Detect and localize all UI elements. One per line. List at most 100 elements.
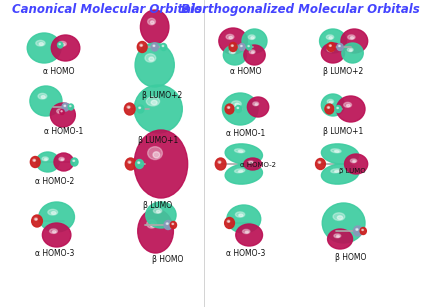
Ellipse shape [151, 43, 158, 51]
Ellipse shape [128, 161, 131, 163]
Ellipse shape [73, 160, 75, 161]
Text: β LUMO+2: β LUMO+2 [142, 91, 182, 100]
Ellipse shape [333, 213, 345, 220]
Ellipse shape [360, 227, 366, 235]
Ellipse shape [153, 208, 162, 213]
Ellipse shape [321, 43, 344, 63]
Ellipse shape [331, 149, 341, 153]
Ellipse shape [138, 162, 140, 163]
Ellipse shape [241, 45, 242, 47]
Ellipse shape [226, 34, 234, 39]
Ellipse shape [162, 45, 164, 47]
Ellipse shape [153, 152, 160, 158]
Ellipse shape [248, 35, 255, 39]
Ellipse shape [350, 37, 354, 39]
Ellipse shape [52, 231, 56, 233]
Ellipse shape [57, 109, 64, 114]
Ellipse shape [245, 231, 248, 233]
Ellipse shape [235, 169, 245, 173]
Ellipse shape [59, 157, 64, 161]
Ellipse shape [255, 103, 257, 105]
Ellipse shape [48, 209, 57, 215]
Ellipse shape [337, 216, 343, 220]
Ellipse shape [235, 149, 245, 153]
Ellipse shape [235, 106, 241, 112]
Ellipse shape [44, 158, 47, 160]
Ellipse shape [228, 221, 229, 222]
Ellipse shape [225, 217, 235, 228]
Ellipse shape [160, 44, 167, 50]
Ellipse shape [140, 44, 143, 46]
Ellipse shape [51, 103, 75, 127]
Text: α HOMO-1: α HOMO-1 [226, 129, 265, 138]
Ellipse shape [146, 202, 176, 228]
Ellipse shape [148, 147, 162, 160]
Ellipse shape [51, 212, 56, 214]
Ellipse shape [41, 95, 45, 98]
Ellipse shape [235, 212, 245, 217]
Ellipse shape [248, 97, 269, 117]
Ellipse shape [153, 45, 155, 46]
Ellipse shape [36, 152, 59, 172]
Ellipse shape [146, 97, 159, 106]
Ellipse shape [337, 44, 343, 50]
Ellipse shape [54, 153, 73, 171]
Ellipse shape [60, 110, 64, 115]
Ellipse shape [350, 159, 357, 163]
Ellipse shape [239, 214, 243, 216]
Ellipse shape [147, 220, 156, 228]
Ellipse shape [321, 164, 359, 184]
Ellipse shape [321, 144, 359, 164]
Ellipse shape [148, 18, 156, 25]
Ellipse shape [327, 229, 353, 249]
Ellipse shape [137, 105, 144, 113]
Ellipse shape [325, 104, 334, 114]
Ellipse shape [128, 107, 130, 108]
Ellipse shape [225, 164, 263, 184]
Ellipse shape [327, 99, 334, 103]
Ellipse shape [232, 45, 233, 46]
Ellipse shape [218, 161, 221, 163]
Ellipse shape [70, 106, 71, 107]
Ellipse shape [349, 49, 352, 51]
Ellipse shape [330, 45, 331, 46]
Ellipse shape [33, 159, 35, 161]
Ellipse shape [348, 35, 355, 39]
Ellipse shape [27, 33, 61, 63]
Ellipse shape [222, 93, 258, 125]
Ellipse shape [329, 37, 332, 39]
Ellipse shape [145, 54, 156, 62]
Ellipse shape [251, 51, 254, 53]
Ellipse shape [344, 102, 352, 107]
Ellipse shape [321, 94, 344, 116]
Ellipse shape [330, 101, 332, 103]
Ellipse shape [35, 219, 37, 220]
Ellipse shape [215, 158, 226, 170]
Text: α HOMO-3: α HOMO-3 [35, 249, 75, 258]
Ellipse shape [339, 45, 340, 47]
Ellipse shape [239, 44, 245, 50]
Ellipse shape [51, 35, 80, 61]
Ellipse shape [327, 42, 335, 52]
Ellipse shape [327, 107, 330, 108]
Ellipse shape [242, 29, 267, 53]
Ellipse shape [136, 160, 143, 169]
Ellipse shape [134, 130, 187, 198]
Ellipse shape [318, 161, 321, 163]
Ellipse shape [326, 35, 334, 39]
Ellipse shape [151, 100, 157, 105]
Ellipse shape [135, 43, 174, 87]
Ellipse shape [337, 235, 340, 237]
Ellipse shape [167, 223, 168, 224]
Ellipse shape [235, 103, 239, 106]
Ellipse shape [124, 103, 135, 115]
Ellipse shape [334, 234, 341, 238]
Ellipse shape [61, 43, 65, 46]
Ellipse shape [249, 50, 255, 54]
Ellipse shape [127, 106, 130, 108]
Ellipse shape [362, 229, 363, 231]
Ellipse shape [149, 57, 154, 61]
Ellipse shape [231, 45, 233, 46]
Ellipse shape [38, 93, 47, 99]
Ellipse shape [315, 158, 325, 169]
